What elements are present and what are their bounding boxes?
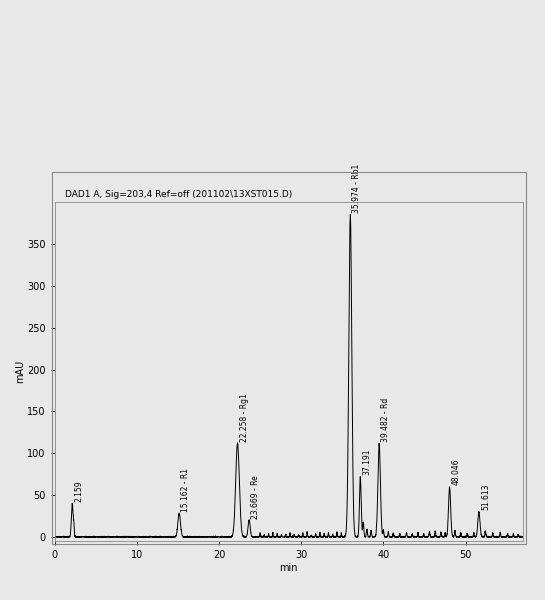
X-axis label: min: min [280,563,298,573]
Text: 48.046: 48.046 [452,458,461,485]
Text: 51.613: 51.613 [481,484,490,510]
Y-axis label: mAU: mAU [15,360,26,383]
Text: 22.258 - Rg1: 22.258 - Rg1 [240,393,249,442]
Text: 2.159: 2.159 [74,480,83,502]
Text: 15.162 - R1: 15.162 - R1 [181,468,190,512]
Text: 37.191: 37.191 [362,449,371,475]
Text: DAD1 A, Sig=203,4 Ref=off (201102\13XST015.D): DAD1 A, Sig=203,4 Ref=off (201102\13XST0… [65,190,293,199]
Text: 35.974 - Rb1: 35.974 - Rb1 [353,164,361,213]
Text: 39.482 - Rd: 39.482 - Rd [381,397,390,442]
Text: 23.669 - Re: 23.669 - Re [251,475,260,518]
